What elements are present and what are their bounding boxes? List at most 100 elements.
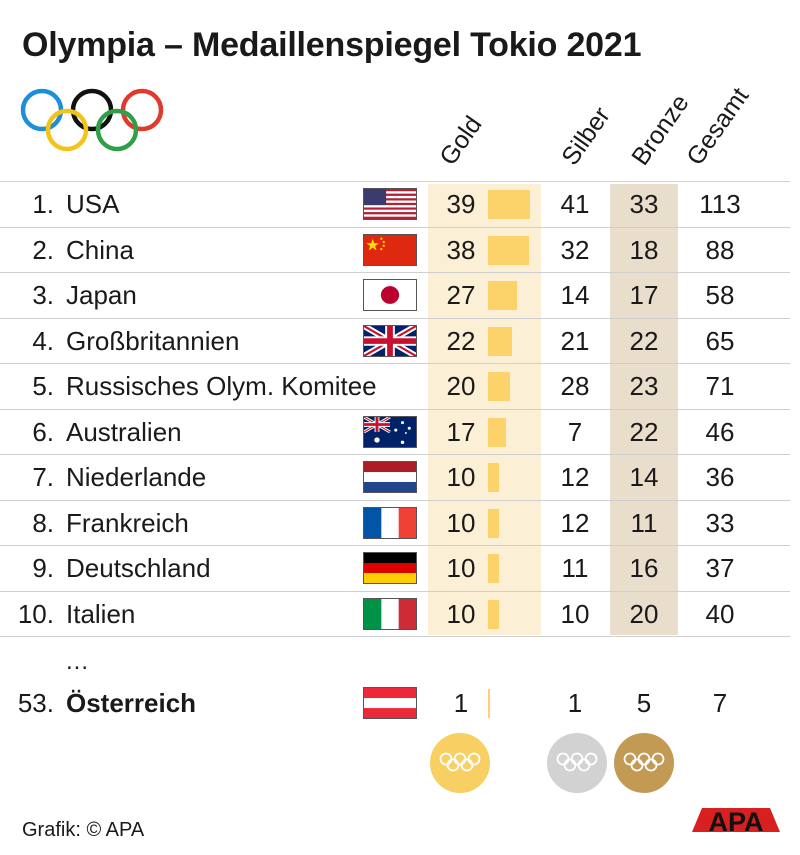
table-row: 1. USA 39 41 33 113 (0, 181, 790, 227)
flag-netherlands-icon (363, 461, 417, 493)
gold-bar (488, 372, 510, 401)
gold-bar (488, 281, 518, 310)
header-total: Gesamt (681, 82, 755, 171)
gold-count: 20 (446, 371, 476, 401)
total-count: 58 (705, 280, 735, 310)
total-count: 65 (705, 325, 735, 356)
bronze-count: 5 (636, 688, 652, 718)
bronze-count: 16 (629, 553, 659, 583)
flag-germany-icon (363, 552, 417, 584)
gold-count: 39 (446, 189, 476, 219)
table-row: 4. Großbritannien 22 21 22 65 (0, 317, 790, 364)
gold-medal-icon (430, 733, 490, 793)
table-row: 6. Australien 17 7 22 46 (0, 408, 790, 455)
silver-count: 28 (560, 371, 590, 401)
flag-france-icon (363, 506, 417, 539)
rank: 8. (32, 507, 54, 538)
gold-count: 10 (446, 598, 476, 629)
apa-logo-text: APA (708, 807, 763, 837)
flag-japan-icon (363, 279, 417, 311)
bronze-count: 17 (629, 280, 659, 310)
table-row: 8. Frankreich 10 12 11 33 (0, 499, 790, 546)
country-name: Deutschland (66, 553, 211, 583)
flag-austria-icon (363, 687, 417, 719)
rank: 1. (32, 189, 54, 219)
country-name: Österreich (66, 688, 197, 718)
table-divider (0, 636, 790, 637)
silver-count: 41 (560, 189, 590, 219)
silver-count: 10 (560, 598, 590, 629)
gold-bar (488, 326, 512, 356)
flag-usa-icon (363, 188, 417, 220)
bronze-medal-icon (614, 733, 674, 793)
rank: 3. (32, 280, 54, 310)
gold-count: 38 (446, 234, 476, 265)
gold-count: 27 (446, 280, 476, 310)
gold-bar (488, 508, 499, 538)
flag-uk-icon (363, 324, 417, 357)
rank: 4. (32, 325, 54, 356)
rank: 5. (32, 371, 54, 401)
bronze-count: 20 (629, 598, 659, 629)
table-row-austria: 53. Österreich 1 1 5 7 (0, 681, 790, 727)
table-row: 5. Russisches Olym. Komitee 20 28 23 71 (0, 363, 790, 409)
gold-count: 10 (446, 507, 476, 538)
rank: 9. (32, 553, 54, 583)
bronze-count: 33 (629, 189, 659, 219)
table-row: 10. Italien 10 10 20 40 (0, 590, 790, 637)
table-row: 9. Deutschland 10 11 16 37 (0, 545, 790, 591)
silver-count: 12 (560, 462, 590, 492)
bronze-count: 18 (629, 234, 659, 265)
silver-count: 1 (567, 688, 583, 718)
total-count: 88 (705, 234, 735, 265)
rank: 10. (17, 598, 54, 629)
rank: 53. (17, 688, 54, 718)
bronze-count: 23 (629, 371, 659, 401)
olympic-rings-icon (20, 88, 164, 152)
gold-count: 10 (446, 553, 476, 583)
total-count: 46 (705, 416, 735, 447)
credit-text: Grafik: © APA (22, 819, 145, 841)
country-name: Italien (66, 598, 136, 629)
country-name: Australien (66, 416, 182, 447)
gold-bar (488, 190, 530, 219)
flag-italy-icon (363, 597, 417, 630)
country-name: China (66, 234, 134, 265)
country-name: Russisches Olym. Komitee (66, 371, 377, 401)
gold-count: 22 (446, 325, 476, 356)
gold-count: 1 (453, 688, 469, 718)
header-bronze: Bronze (626, 89, 695, 171)
gold-bar (488, 554, 499, 583)
page-title: Olympia – Medaillenspiegel Tokio 2021 (22, 26, 642, 64)
gold-bar (488, 235, 529, 265)
bronze-count: 11 (630, 507, 658, 538)
total-count: 37 (705, 553, 735, 583)
country-name: Japan (66, 280, 137, 310)
silver-count: 7 (567, 416, 583, 447)
flag-australia-icon (363, 415, 417, 448)
total-count: 113 (699, 189, 741, 219)
country-name: USA (66, 189, 120, 219)
flag-china-icon (363, 233, 417, 266)
table-row: 2. China 38 32 18 88 (0, 226, 790, 273)
total-count: 7 (712, 688, 728, 718)
header-silver: Silber (556, 102, 616, 171)
gold-count: 10 (446, 462, 476, 492)
silver-count: 14 (560, 280, 590, 310)
bronze-count: 14 (629, 462, 659, 492)
country-name: Niederlande (66, 462, 207, 492)
bronze-count: 22 (629, 416, 659, 447)
rank: 2. (32, 234, 54, 265)
country-name: Frankreich (66, 507, 189, 538)
silver-count: 21 (560, 325, 590, 356)
country-name: Großbritannien (66, 325, 240, 356)
silver-count: 32 (560, 234, 590, 265)
gold-bar (488, 463, 499, 492)
gold-count: 17 (446, 416, 476, 447)
bronze-count: 22 (629, 325, 659, 356)
ellipsis: ... (66, 648, 90, 675)
header-gold: Gold (434, 111, 488, 171)
rank: 6. (32, 416, 54, 447)
silver-count: 11 (561, 553, 589, 583)
total-count: 40 (705, 598, 735, 629)
